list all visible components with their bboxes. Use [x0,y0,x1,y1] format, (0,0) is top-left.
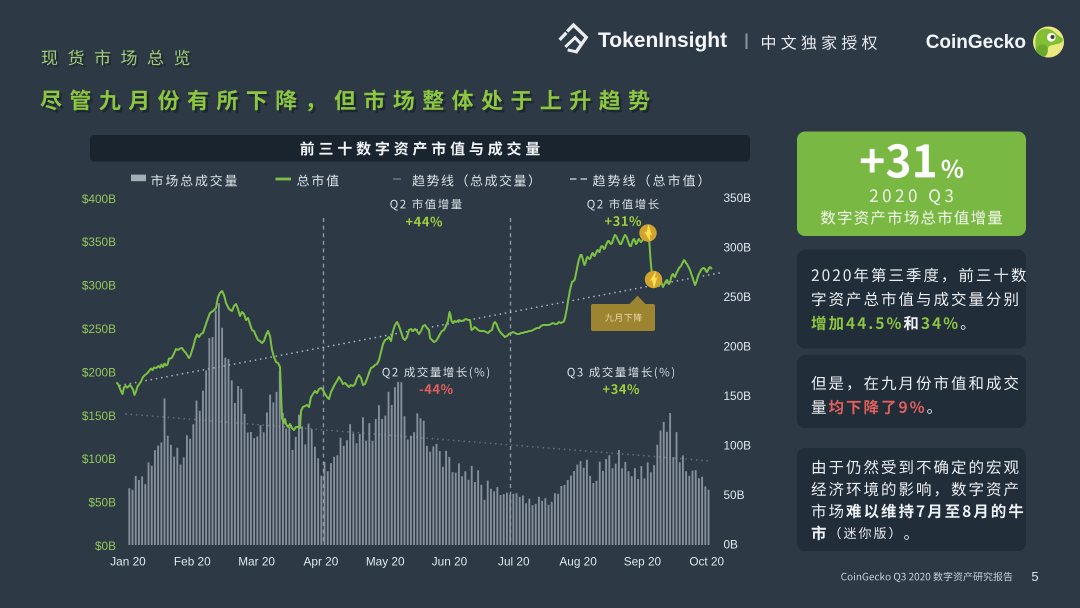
svg-text:$250B: $250B [82,322,116,336]
svg-text:Mar 20: Mar 20 [238,555,275,569]
svg-text:$0B: $0B [95,539,116,553]
svg-text:5: 5 [1031,569,1038,584]
svg-text:$400B: $400B [82,192,116,206]
svg-text:350B: 350B [724,191,752,205]
svg-text:Jun 20: Jun 20 [432,555,468,569]
svg-text:Jul 20: Jul 20 [498,555,530,569]
svg-text:May 20: May 20 [366,555,405,569]
svg-text:Apr 20: Apr 20 [304,555,339,569]
svg-text:Oct 20: Oct 20 [689,555,724,569]
svg-text:$100B: $100B [82,452,116,466]
svg-text:$150B: $150B [82,409,116,423]
svg-text:Feb 20: Feb 20 [174,555,211,569]
svg-text:$200B: $200B [82,365,116,379]
svg-text:Aug 20: Aug 20 [559,555,597,569]
svg-text:0B: 0B [724,538,739,552]
svg-text:200B: 200B [724,340,752,354]
svg-text:$50B: $50B [88,496,116,510]
svg-text:CoinGecko: CoinGecko [926,32,1026,53]
svg-text:$350B: $350B [82,235,116,249]
svg-text:300B: 300B [724,241,752,255]
svg-text:$300B: $300B [82,279,116,293]
svg-text:Sep 20: Sep 20 [624,555,662,569]
svg-text:Jan 20: Jan 20 [110,555,146,569]
svg-text:50B: 50B [724,488,745,502]
svg-text:100B: 100B [724,439,752,453]
svg-text:250B: 250B [724,290,752,304]
svg-text:150B: 150B [724,389,752,403]
svg-text:TokenInsight: TokenInsight [598,29,727,52]
